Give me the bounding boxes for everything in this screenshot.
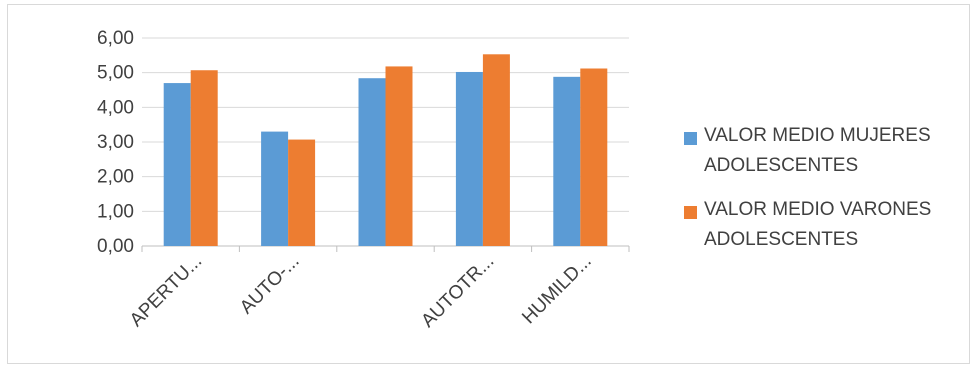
y-tick-label: 0,00 <box>97 236 134 257</box>
y-tick-label: 6,00 <box>97 28 134 49</box>
bar-mujeres <box>553 76 581 247</box>
legend-item-varones: VALOR MEDIO VARONES ADOLESCENTES <box>684 195 974 255</box>
bar-varones <box>580 68 608 246</box>
legend-swatch-varones <box>684 206 697 219</box>
y-tick-label: 2,00 <box>97 167 134 188</box>
x-category-label: APERTU... <box>126 251 206 331</box>
bar-mujeres <box>163 83 191 246</box>
bar-mujeres <box>261 131 289 246</box>
bar-mujeres <box>455 71 483 247</box>
y-tick-label: 1,00 <box>97 201 134 222</box>
legend-item-mujeres: VALOR MEDIO MUJERES ADOLESCENTES <box>684 121 974 181</box>
x-category-label: AUTOTR... <box>417 251 498 332</box>
bar-mujeres <box>358 78 386 246</box>
bar-varones <box>190 70 218 247</box>
y-tick-label: 3,00 <box>97 132 134 153</box>
bar-varones <box>482 54 510 246</box>
legend-label-line-1: VALOR MEDIO VARONES <box>704 199 932 220</box>
legend-label-line-2: ADOLESCENTES <box>704 229 859 250</box>
bar-varones <box>288 139 316 246</box>
legend-label-line-1: VALOR MEDIO MUJERES <box>704 125 931 146</box>
bar-chart-plot: 0,00 1,00 2,00 3,00 4,00 5,00 6,00 APERTU... AUT… <box>97 28 630 332</box>
legend-swatch-mujeres <box>684 132 697 145</box>
bar-varones <box>385 66 413 246</box>
x-category-label: AUTO-... <box>236 251 304 319</box>
legend-label-line-2: ADOLESCENTES <box>704 155 859 176</box>
chart-legend: VALOR MEDIO MUJERES ADOLESCENTES VALOR M… <box>684 121 974 269</box>
x-category-label: HUMILD... <box>518 251 596 329</box>
y-tick-label: 5,00 <box>97 63 134 84</box>
y-tick-label: 4,00 <box>97 97 134 118</box>
chart-frame: 0,00 1,00 2,00 3,00 4,00 5,00 6,00 APERTU... AUT… <box>7 4 970 364</box>
